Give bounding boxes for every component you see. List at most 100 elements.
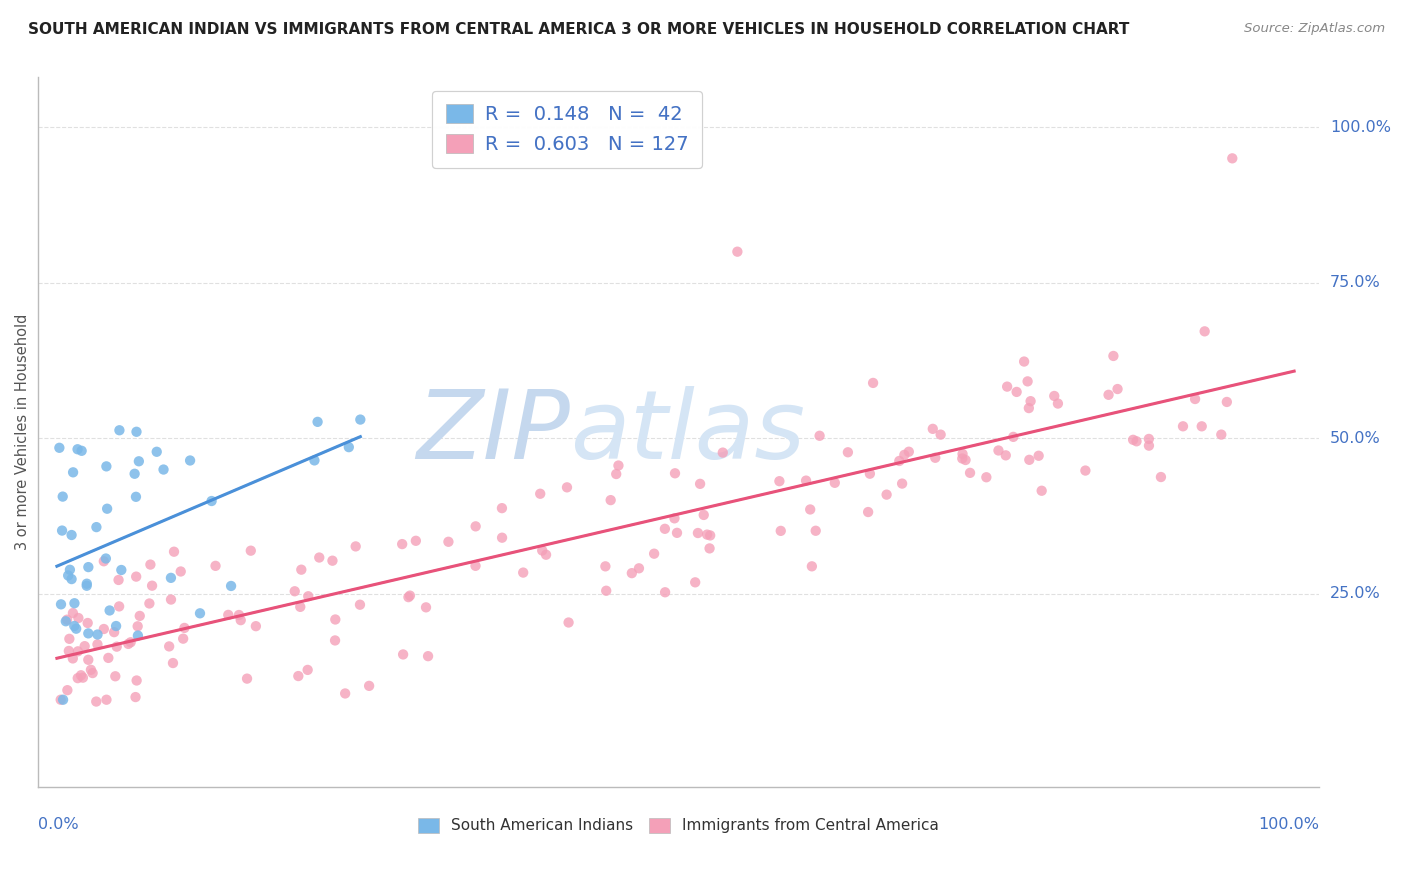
Point [62, 466, 84, 480]
Point [689, 476, 711, 491]
Point [236, 672, 259, 686]
Point [96, 692, 118, 706]
Point [217, 607, 239, 622]
Point [124, 690, 146, 704]
Point [512, 566, 534, 580]
Point [824, 475, 846, 490]
Point [950, 451, 973, 466]
Point [96, 459, 118, 474]
Point [76, 579, 98, 593]
Point [529, 487, 551, 501]
Text: ZIP: ZIP [416, 385, 569, 479]
Point [799, 502, 821, 516]
Point [924, 450, 946, 465]
Point [1019, 394, 1042, 409]
Point [76, 615, 98, 630]
Point [1194, 324, 1216, 338]
Point [959, 466, 981, 480]
Point [72, 671, 94, 685]
Point [1012, 354, 1035, 368]
Text: SOUTH AMERICAN INDIAN VS IMMIGRANTS FROM CENTRAL AMERICA 3 OR MORE VEHICLES IN H: SOUTH AMERICAN INDIAN VS IMMIGRANTS FROM… [28, 22, 1129, 37]
Point [1122, 433, 1144, 447]
Point [1184, 392, 1206, 406]
Point [725, 244, 748, 259]
Point [607, 458, 630, 473]
Point [239, 543, 262, 558]
Text: 0.0%: 0.0% [38, 817, 79, 832]
Point [179, 453, 201, 467]
Point [117, 637, 139, 651]
Point [1211, 427, 1233, 442]
Point [800, 559, 823, 574]
Point [1005, 384, 1028, 399]
Text: atlas: atlas [569, 385, 804, 479]
Point [399, 589, 422, 603]
Point [58, 644, 80, 658]
Point [77, 560, 100, 574]
Point [60, 528, 83, 542]
Point [160, 592, 183, 607]
Point [1097, 388, 1119, 402]
Point [93, 622, 115, 636]
Point [76, 576, 98, 591]
Point [287, 669, 309, 683]
Point [693, 508, 716, 522]
Point [125, 490, 148, 504]
Point [66, 671, 89, 685]
Point [804, 524, 827, 538]
Point [63, 596, 86, 610]
Point [63, 619, 86, 633]
Point [245, 619, 267, 633]
Point [201, 494, 224, 508]
Point [62, 651, 84, 665]
Point [204, 558, 226, 573]
Point [862, 376, 884, 390]
Point [664, 467, 686, 481]
Point [103, 625, 125, 640]
Point [290, 599, 312, 614]
Point [856, 505, 879, 519]
Point [73, 639, 96, 653]
Point [93, 554, 115, 568]
Point [1074, 464, 1097, 478]
Point [416, 649, 439, 664]
Point [392, 648, 415, 662]
Point [595, 583, 617, 598]
Point [534, 548, 557, 562]
Legend: R =  0.148   N =  42, R =  0.603   N = 127: R = 0.148 N = 42, R = 0.603 N = 127 [432, 91, 702, 168]
Point [86, 520, 108, 534]
Point [344, 540, 367, 554]
Point [66, 442, 89, 457]
Point [349, 598, 371, 612]
Point [297, 663, 319, 677]
Point [699, 528, 721, 542]
Point [921, 422, 943, 436]
Point [228, 607, 250, 622]
Point [391, 537, 413, 551]
Point [643, 547, 665, 561]
Point [711, 445, 734, 459]
Point [337, 440, 360, 454]
Point [65, 622, 87, 636]
Point [170, 565, 193, 579]
Point [219, 579, 242, 593]
Point [105, 640, 128, 654]
Point [664, 511, 686, 525]
Point [595, 559, 617, 574]
Point [976, 470, 998, 484]
Point [599, 493, 621, 508]
Point [59, 563, 82, 577]
Point [1191, 419, 1213, 434]
Point [769, 524, 792, 538]
Point [891, 476, 914, 491]
Point [86, 627, 108, 641]
Point [77, 626, 100, 640]
Text: 50.0%: 50.0% [1330, 431, 1381, 446]
Point [52, 490, 75, 504]
Point [333, 686, 356, 700]
Point [84, 694, 107, 708]
Point [1017, 375, 1039, 389]
Point [80, 663, 103, 677]
Point [94, 551, 117, 566]
Point [1137, 439, 1160, 453]
